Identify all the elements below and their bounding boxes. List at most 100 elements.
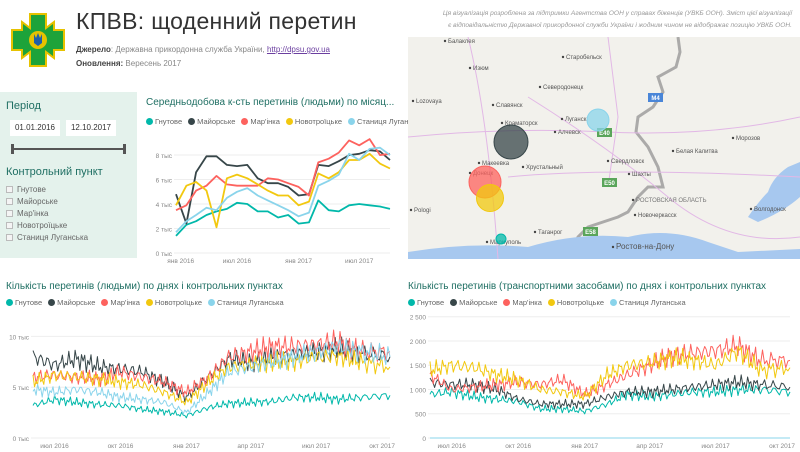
series-line-1[interactable] bbox=[429, 374, 791, 409]
legend-label: Майорське bbox=[197, 117, 236, 126]
legend-dot-icon bbox=[547, 299, 555, 306]
map-label: Белая Калитва bbox=[676, 149, 718, 155]
map-label: Изюм bbox=[473, 66, 489, 72]
y-tick-label: 0 тыс bbox=[156, 251, 173, 258]
legend-item[interactable]: Мар'інка bbox=[503, 298, 542, 307]
legend-dot-icon bbox=[408, 299, 415, 306]
legend-item[interactable]: Майорське bbox=[450, 298, 497, 307]
x-tick-label: июл 2017 bbox=[302, 443, 331, 450]
road-shield bbox=[648, 93, 663, 102]
legend-item[interactable]: Станиця Луганс... bbox=[348, 117, 418, 126]
map-bubble[interactable] bbox=[476, 184, 504, 212]
series-line-4[interactable] bbox=[175, 146, 391, 233]
city-dot bbox=[561, 55, 565, 59]
legend-label: Станиця Луганс... bbox=[357, 117, 419, 126]
monthly-chart: 0 тыс 2 тыс 4 тыс 6 тыс 8 тыс янв 2016 июл 201… bbox=[156, 138, 391, 265]
date-to-input[interactable]: 12.10.2017 bbox=[66, 120, 116, 136]
border-guard-logo bbox=[11, 13, 65, 67]
road-shield bbox=[597, 128, 612, 137]
period-slider-track[interactable] bbox=[12, 148, 125, 150]
checkbox-icon[interactable] bbox=[6, 234, 13, 241]
road-shield-label: E40 bbox=[599, 131, 610, 137]
x-tick-label: июл 2017 bbox=[701, 443, 730, 450]
legend-item[interactable]: Новотроїцьке bbox=[547, 298, 604, 307]
checkbox-icon[interactable] bbox=[6, 198, 13, 205]
checkbox-label: Гнутове bbox=[17, 185, 46, 194]
map-bubbles[interactable] bbox=[468, 108, 610, 245]
series-line-3[interactable] bbox=[429, 346, 791, 401]
series-line-1[interactable] bbox=[175, 149, 391, 225]
legend-label: Гнутове bbox=[417, 298, 445, 307]
checkbox-icon[interactable] bbox=[6, 186, 13, 193]
period-slider-start-handle[interactable] bbox=[11, 144, 14, 154]
legend-item[interactable]: Мар'інка bbox=[101, 298, 140, 307]
legend-item[interactable]: Гнутове bbox=[6, 298, 42, 307]
map-labels: Балаклея Изюм Старобельск Северодонецк Lozov… bbox=[409, 39, 786, 251]
legend-dot-icon bbox=[188, 118, 196, 125]
legend-label: Мар'інка bbox=[110, 298, 140, 307]
legend-item[interactable]: Станиця Луганська bbox=[610, 298, 686, 307]
date-from-input[interactable]: 01.01.2016 bbox=[10, 120, 60, 136]
x-tick-label: окт 2016 bbox=[505, 443, 531, 450]
series-line-0[interactable] bbox=[175, 199, 391, 237]
period-slider-end-handle[interactable] bbox=[123, 144, 126, 154]
legend-item[interactable]: Майорське bbox=[48, 298, 95, 307]
legend-item[interactable]: Гнутове bbox=[146, 117, 182, 126]
legend-item[interactable]: Новотроїцьке bbox=[285, 117, 342, 126]
legend-item[interactable]: Мар'інка bbox=[241, 117, 280, 126]
border-line bbox=[566, 37, 682, 259]
update-label: Оновлення: bbox=[76, 59, 124, 68]
series-line-4[interactable] bbox=[32, 338, 391, 415]
map-label: Морозов bbox=[736, 136, 760, 142]
legend-label: Майорське bbox=[459, 298, 498, 307]
map-label: Таганрог bbox=[538, 230, 563, 236]
checkbox-maiorske[interactable]: Майорське bbox=[6, 197, 58, 206]
filter-panel: Період 01.01.2016 12.10.2017 Контрольний… bbox=[0, 92, 137, 258]
map-label: Ростов-на-Дону bbox=[616, 242, 674, 251]
legend-label: Гнутове bbox=[15, 298, 43, 307]
series-line-0[interactable] bbox=[429, 383, 791, 415]
legend-item[interactable]: Станиця Луганська bbox=[208, 298, 284, 307]
series-line-2[interactable] bbox=[175, 138, 391, 212]
checkbox-stanytsia[interactable]: Станиця Луганська bbox=[6, 233, 88, 242]
period-label: Період bbox=[6, 100, 41, 112]
checkbox-marinka[interactable]: Мар'інка bbox=[6, 209, 49, 218]
map-label: РОСТОВСКАЯ ОБЛАСТЬ bbox=[636, 198, 707, 204]
city-dot bbox=[633, 213, 637, 217]
map-label: Славянск bbox=[496, 103, 523, 109]
map-bubble[interactable] bbox=[495, 233, 507, 245]
series-line-2[interactable] bbox=[429, 334, 791, 398]
checkbox-hnutove[interactable]: Гнутове bbox=[6, 185, 46, 194]
y-tick-label: 4 тыс bbox=[156, 202, 173, 209]
x-tick-label: июл 2016 bbox=[40, 443, 69, 450]
x-tick-label: июл 2017 bbox=[345, 258, 374, 265]
source-link[interactable]: http://dpsu.gov.ua bbox=[266, 45, 330, 54]
series-line-3[interactable] bbox=[32, 349, 391, 406]
y-tick-label: 2 500 bbox=[410, 315, 427, 322]
legend-dot-icon bbox=[503, 299, 511, 306]
map[interactable]: Балаклея Изюм Старобельск Северодонецк Lozov… bbox=[408, 37, 800, 259]
map-bubble[interactable] bbox=[586, 108, 610, 132]
checkbox-novotroitske[interactable]: Новотроїцьке bbox=[6, 221, 67, 230]
legend-dot-icon bbox=[101, 299, 109, 306]
legend-item[interactable]: Новотроїцьке bbox=[145, 298, 202, 307]
checkbox-icon[interactable] bbox=[6, 222, 13, 229]
checkbox-label: Мар'інка bbox=[17, 209, 49, 218]
city-dot bbox=[533, 230, 537, 234]
checkbox-icon[interactable] bbox=[6, 210, 13, 217]
legend-item[interactable]: Майорське bbox=[188, 117, 235, 126]
series-line-0[interactable] bbox=[32, 391, 391, 419]
map-canvas[interactable]: Балаклея Изюм Старобельск Северодонецк Lozov… bbox=[408, 37, 800, 259]
city-dot bbox=[749, 207, 753, 211]
map-bubble[interactable] bbox=[493, 124, 529, 160]
city-dot bbox=[521, 165, 525, 169]
x-tick-label: окт 2016 bbox=[108, 443, 134, 450]
x-tick-label: окт 2017 bbox=[769, 443, 795, 450]
legend-item[interactable]: Гнутове bbox=[408, 298, 444, 307]
daily-vehicles-chart-legend: Гнутове Майорське Мар'інка Новотроїцьке Стан… bbox=[408, 298, 686, 307]
city-dot bbox=[468, 171, 472, 175]
map-label: Балаклея bbox=[448, 39, 475, 45]
x-tick-label: апр 2017 bbox=[636, 443, 663, 450]
x-tick-label: янв 2017 bbox=[173, 443, 200, 450]
legend-dot-icon bbox=[450, 299, 458, 306]
